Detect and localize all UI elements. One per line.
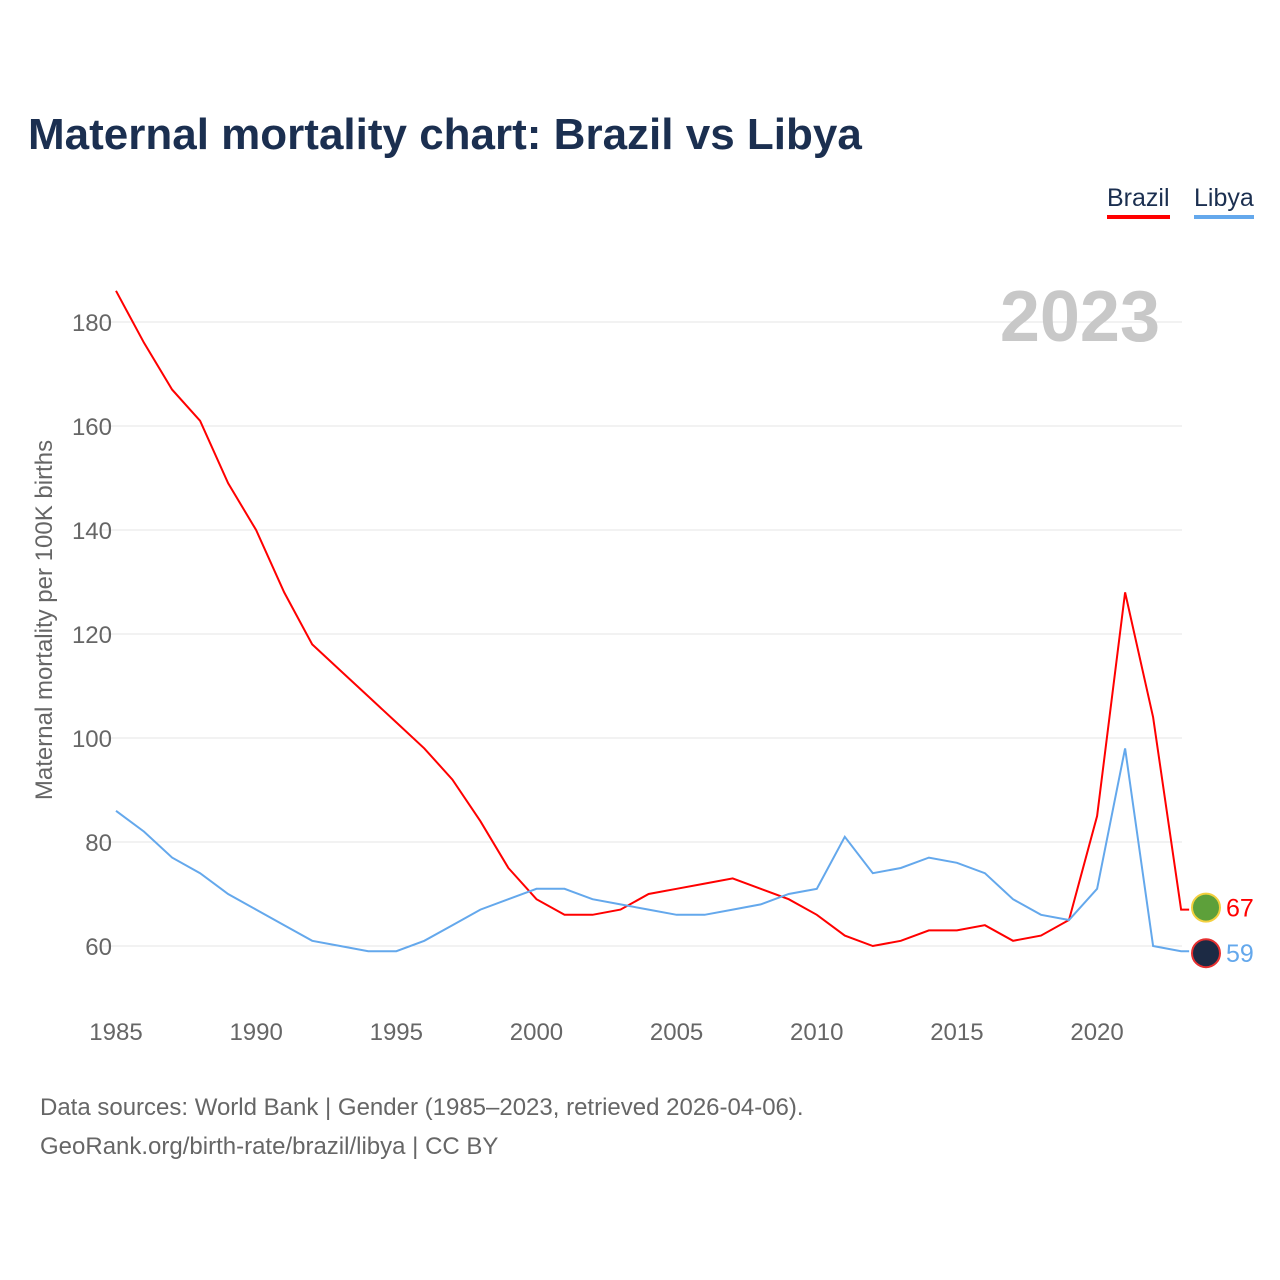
- end-label: 67: [1226, 895, 1254, 923]
- y-tick-label: 80: [85, 830, 112, 857]
- legend-brazil[interactable]: Brazil: [1107, 184, 1170, 219]
- x-tick-label: 1990: [229, 1019, 282, 1046]
- legend-libya[interactable]: Libya: [1194, 184, 1254, 219]
- y-axis-label: Maternal mortality per 100K births: [31, 440, 58, 800]
- series-line-libya: [115, 748, 1190, 953]
- end-label: 59: [1226, 940, 1254, 968]
- x-tick-label: 2010: [790, 1019, 843, 1046]
- x-tick-label: 2015: [930, 1019, 983, 1046]
- x-tick-label: 2005: [650, 1019, 703, 1046]
- flag-brazil-icon: [1191, 892, 1221, 923]
- y-tick-label: 100: [72, 726, 112, 753]
- y-tick-label: 180: [72, 310, 112, 337]
- y-tick-label: 120: [72, 622, 112, 649]
- series-line-brazil: [115, 290, 1190, 948]
- year-label: 2023: [1000, 277, 1160, 357]
- x-tick-label: 2000: [510, 1019, 563, 1046]
- source-line-1: Data sources: World Bank | Gender (1985–…: [40, 1094, 804, 1121]
- source-note: Data sources: World Bank | Gender (1985–…: [40, 1088, 804, 1166]
- y-tick-label: 160: [72, 414, 112, 441]
- source-line-2[interactable]: GeoRank.org/birth-rate/brazil/libya | CC…: [40, 1133, 499, 1160]
- y-tick-label: 140: [72, 518, 112, 545]
- x-tick-label: 2020: [1070, 1019, 1123, 1046]
- flag-libya-icon: [1191, 938, 1221, 969]
- x-tick-label: 1985: [89, 1019, 142, 1046]
- chart-title: Maternal mortality chart: Brazil vs Liby…: [28, 110, 862, 159]
- y-tick-label: 60: [85, 934, 112, 961]
- x-tick-label: 1995: [370, 1019, 423, 1046]
